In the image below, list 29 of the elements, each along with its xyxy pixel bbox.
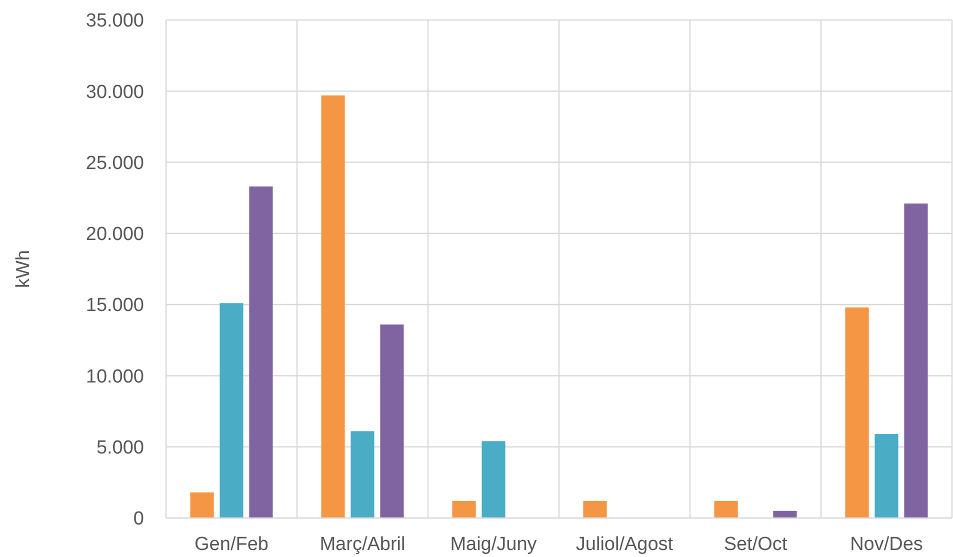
bar [220, 303, 244, 518]
y-axis-title: kWh [13, 250, 34, 288]
x-tick-label: Nov/Des [850, 534, 923, 555]
x-tick-label: Març/Abril [320, 534, 406, 555]
bar [845, 307, 869, 518]
bar [874, 434, 898, 518]
bar [583, 500, 607, 518]
bar [714, 500, 738, 518]
x-tick-label: Maig/Juny [450, 534, 538, 555]
y-tick-label: 35.000 [86, 10, 144, 32]
x-tick-label: Gen/Feb [194, 534, 268, 555]
bar [350, 431, 374, 518]
x-tick-label: Set/Oct [724, 534, 788, 555]
y-tick-label: 25.000 [86, 152, 144, 174]
y-tick-label: 0 [133, 508, 144, 530]
y-tick-label: 5.000 [96, 438, 144, 459]
y-tick-label: 30.000 [86, 82, 144, 103]
bar [321, 95, 345, 518]
bar [249, 186, 273, 518]
bar [380, 324, 404, 518]
bar [190, 492, 214, 518]
y-tick-label: 10.000 [86, 366, 144, 388]
x-tick-label: Juliol/Agost [576, 534, 674, 555]
y-tick-label: 20.000 [86, 224, 144, 246]
bar [773, 510, 797, 518]
y-tick-label: 15.000 [86, 295, 144, 316]
bar [904, 204, 928, 518]
bar [452, 500, 476, 518]
bar [482, 441, 506, 518]
